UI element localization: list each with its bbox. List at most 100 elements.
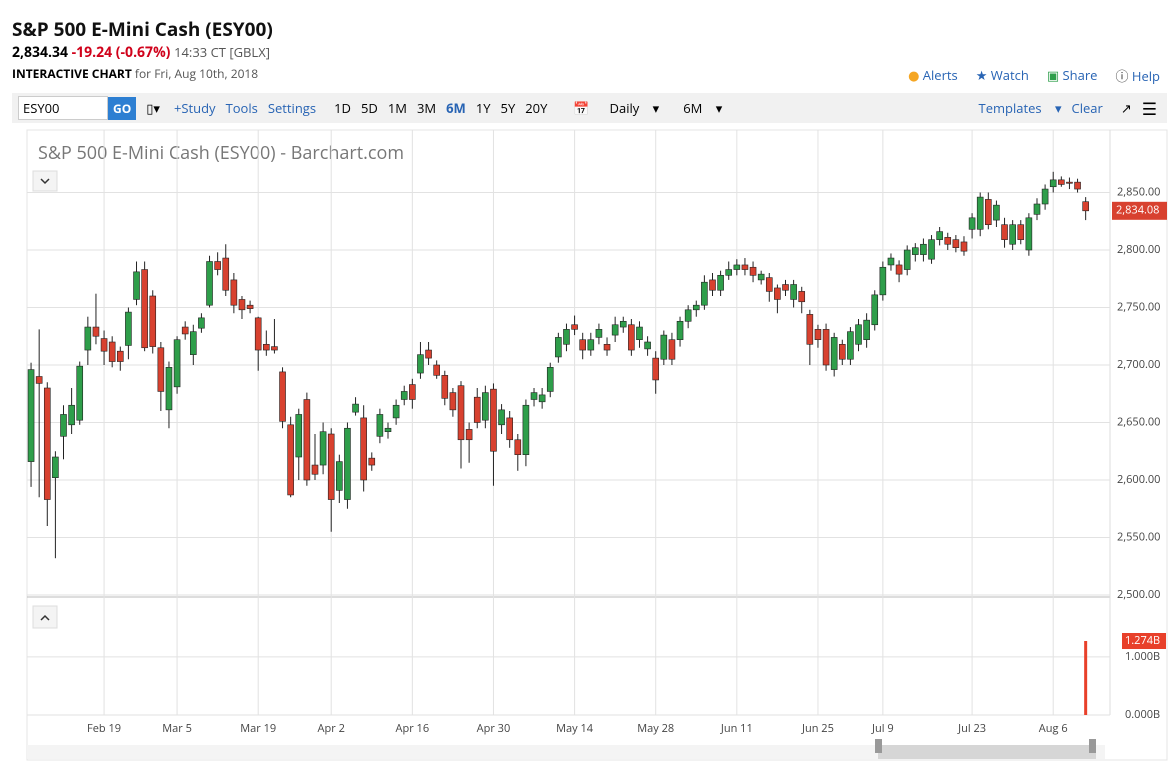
collapse-icon xyxy=(40,178,50,185)
candle-body xyxy=(441,375,449,399)
candle-body xyxy=(920,243,927,255)
alerts[interactable]: ● Alerts xyxy=(908,66,958,84)
candle-body xyxy=(35,376,43,384)
tools-link[interactable]: Tools xyxy=(225,99,258,117)
candle-body xyxy=(595,329,603,338)
candle-body xyxy=(765,277,773,292)
candle-body xyxy=(506,417,513,441)
chart-type[interactable]: ▯▾ xyxy=(146,99,160,117)
candle-body xyxy=(798,291,806,303)
x-tick-label: Jul 23 xyxy=(957,721,986,736)
candle-body xyxy=(319,431,327,466)
candle-body xyxy=(311,464,319,475)
templates[interactable]: Templates ▾ xyxy=(978,99,1062,117)
y-tick-label: 2,500.00 xyxy=(1117,587,1160,602)
help-text: Help xyxy=(1131,67,1160,85)
toolbar: ESY00 GO ▯▾ +Study Tools Settings 1D 5D 1M… xyxy=(12,93,1167,123)
x-tick-label: May 14 xyxy=(556,721,594,736)
expand[interactable]: ↗ xyxy=(1120,99,1132,117)
candle-body xyxy=(352,403,359,413)
candle-body xyxy=(660,334,668,360)
candle-body xyxy=(433,364,440,376)
candle-body xyxy=(676,320,684,340)
candle-body xyxy=(741,264,749,270)
settings-link[interactable]: Settings xyxy=(267,99,317,117)
period-button[interactable]: 1M xyxy=(387,99,407,117)
candle-body xyxy=(838,343,846,360)
volume-label: 1.274B xyxy=(1125,633,1160,648)
x-tick-label: Mar 5 xyxy=(162,721,192,736)
x-tick-label: Jul 9 xyxy=(871,721,894,736)
x-tick-label: Jun 11 xyxy=(720,721,753,736)
candle-body xyxy=(717,274,724,291)
candle-body xyxy=(457,385,465,441)
candle-body xyxy=(611,324,619,336)
y-tick-label: 2,750.00 xyxy=(1117,299,1160,314)
go-button[interactable]: GO xyxy=(108,96,137,120)
candle-body xyxy=(27,369,35,462)
menu[interactable]: ☰ xyxy=(1141,96,1157,120)
range[interactable]: 6M ▾ xyxy=(683,99,723,117)
period-button[interactable]: 5D xyxy=(360,99,378,117)
y-tick-label: 0.000B xyxy=(1125,707,1160,722)
candle-body xyxy=(141,269,148,349)
candle-body xyxy=(173,339,181,388)
candle-body xyxy=(692,304,700,311)
symbol-input[interactable]: ESY00 xyxy=(18,96,108,120)
candle-body xyxy=(587,339,595,351)
period-button[interactable]: 1Y xyxy=(475,99,491,117)
period-button[interactable]: 3M xyxy=(416,99,437,117)
candle-body xyxy=(790,284,797,300)
candle-body xyxy=(644,341,651,350)
candle-body xyxy=(887,257,895,266)
help[interactable]: ⓘ Help xyxy=(1115,67,1160,85)
candle-body xyxy=(222,257,230,291)
candle-body xyxy=(52,456,59,479)
candle-body xyxy=(279,371,286,422)
candle-body xyxy=(198,317,205,329)
candle-body xyxy=(928,239,935,260)
chart-label: INTERACTIVE CHART for Fri, Aug 10th, 201… xyxy=(12,65,258,82)
candle-body xyxy=(652,357,660,381)
share-text: Share xyxy=(1062,66,1098,84)
candle-body xyxy=(360,417,367,481)
watch[interactable]: ★ Watch xyxy=(975,66,1029,84)
expand-icon xyxy=(40,614,50,621)
x-tick-label: Mar 19 xyxy=(240,721,276,736)
scroll-handle[interactable] xyxy=(1089,739,1096,753)
chart-title: S&P 500 E-Mini Cash (ESY00) - Barchart.c… xyxy=(38,141,404,165)
scrollbar[interactable] xyxy=(27,745,1105,759)
period-button[interactable]: 20Y xyxy=(525,99,548,117)
candle-body xyxy=(295,414,303,458)
period-button[interactable]: 6M xyxy=(446,99,466,117)
candle-body xyxy=(376,414,384,437)
chart-date: for Fri, Aug 10th, 2018 xyxy=(134,65,259,82)
scroll-handle[interactable] xyxy=(875,739,882,753)
study-link[interactable]: +Study xyxy=(173,99,216,117)
candle-body xyxy=(668,339,676,360)
candle-body xyxy=(133,271,140,300)
candle-body xyxy=(465,429,473,441)
y-tick-label: 2,650.00 xyxy=(1117,414,1160,429)
clear[interactable]: Clear xyxy=(1071,99,1103,117)
share[interactable]: ▣ Share xyxy=(1046,66,1098,84)
candle-body xyxy=(449,392,457,411)
collapse-button[interactable] xyxy=(32,170,58,192)
candle-body xyxy=(863,319,870,340)
candle-body xyxy=(400,391,408,400)
quote-time: 14:33 CT [GBLX] xyxy=(174,43,270,61)
candle-body xyxy=(254,317,262,351)
candle-body xyxy=(287,424,294,496)
candle-body xyxy=(246,304,254,309)
candle-body xyxy=(392,404,400,419)
scroll-thumb[interactable] xyxy=(878,745,1096,759)
period-button[interactable]: 5Y xyxy=(500,99,516,117)
period-button[interactable]: 1D xyxy=(334,99,351,117)
interval[interactable]: Daily ▾ xyxy=(609,99,660,117)
candle-body xyxy=(619,320,627,328)
candle-body xyxy=(522,404,530,456)
calendar[interactable]: 📅 xyxy=(573,99,590,117)
candle-body xyxy=(976,196,984,230)
candle-body xyxy=(814,329,822,341)
x-tick-label: Jun 25 xyxy=(801,721,834,736)
